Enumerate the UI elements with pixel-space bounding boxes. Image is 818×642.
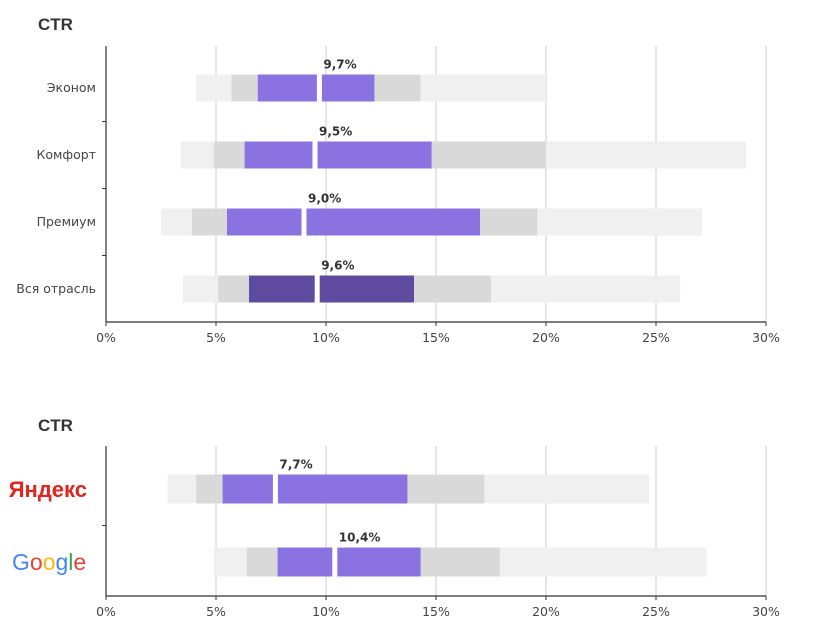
central-range	[244, 141, 432, 169]
box-Эконом: 9,7%	[196, 58, 546, 103]
median-label: 7,7%	[279, 458, 312, 472]
x-tick-label: 20%	[532, 604, 560, 619]
yandex-logo: Яндекс	[9, 477, 87, 502]
median-label: 9,6%	[321, 259, 354, 273]
x-tick-label: 10%	[312, 330, 340, 345]
median-marker	[314, 274, 320, 304]
x-tick-label: 0%	[96, 604, 116, 619]
x-tick-label: 5%	[206, 330, 226, 345]
median-marker	[272, 473, 278, 505]
x-tick-label: 15%	[422, 330, 450, 345]
x-tick-label: 25%	[642, 330, 670, 345]
box-Google: 10,4%	[213, 531, 707, 578]
x-tick-label: 25%	[642, 604, 670, 619]
chart-title: CTR	[38, 416, 73, 435]
central-range	[227, 208, 480, 236]
x-tick-label: 20%	[532, 330, 560, 345]
median-marker	[332, 546, 338, 578]
chart-title: CTR	[38, 15, 73, 34]
median-label: 9,0%	[308, 192, 341, 206]
google-logo: Google	[12, 549, 86, 575]
central-range	[249, 275, 414, 303]
category-label: Эконом	[47, 80, 96, 95]
x-tick-label: 30%	[752, 604, 780, 619]
central-range	[277, 547, 421, 577]
x-tick-label: 30%	[752, 330, 780, 345]
median-marker	[316, 73, 322, 103]
box-Премиум: 9,0%	[161, 192, 703, 237]
box-Яндекс: 7,7%	[167, 458, 650, 505]
median-marker	[312, 140, 318, 170]
x-tick-label: 0%	[96, 330, 116, 345]
box-Комфорт: 9,5%	[180, 125, 747, 170]
category-label: Комфорт	[36, 147, 96, 162]
central-range	[222, 474, 408, 504]
x-tick-label: 5%	[206, 604, 226, 619]
median-label: 9,5%	[319, 125, 352, 139]
category-label: Премиум	[37, 214, 96, 229]
median-label: 9,7%	[323, 58, 356, 72]
chart-panel-2: CTR 7,7% Яндекс 10,4% Google 0% 5% 10% 15% 20% 25%…	[9, 416, 780, 619]
box-Вся отрасль: 9,6%	[183, 259, 681, 304]
median-marker	[301, 207, 307, 237]
chart-panel-1: CTR 9,7% Эконом 9,5% Комфорт 9,0% Премиум 9,6% В…	[16, 15, 780, 345]
category-label: Вся отрасль	[16, 281, 96, 296]
x-tick-label: 10%	[312, 604, 340, 619]
x-tick-label: 15%	[422, 604, 450, 619]
central-range	[257, 74, 375, 102]
median-label: 10,4%	[339, 531, 381, 545]
